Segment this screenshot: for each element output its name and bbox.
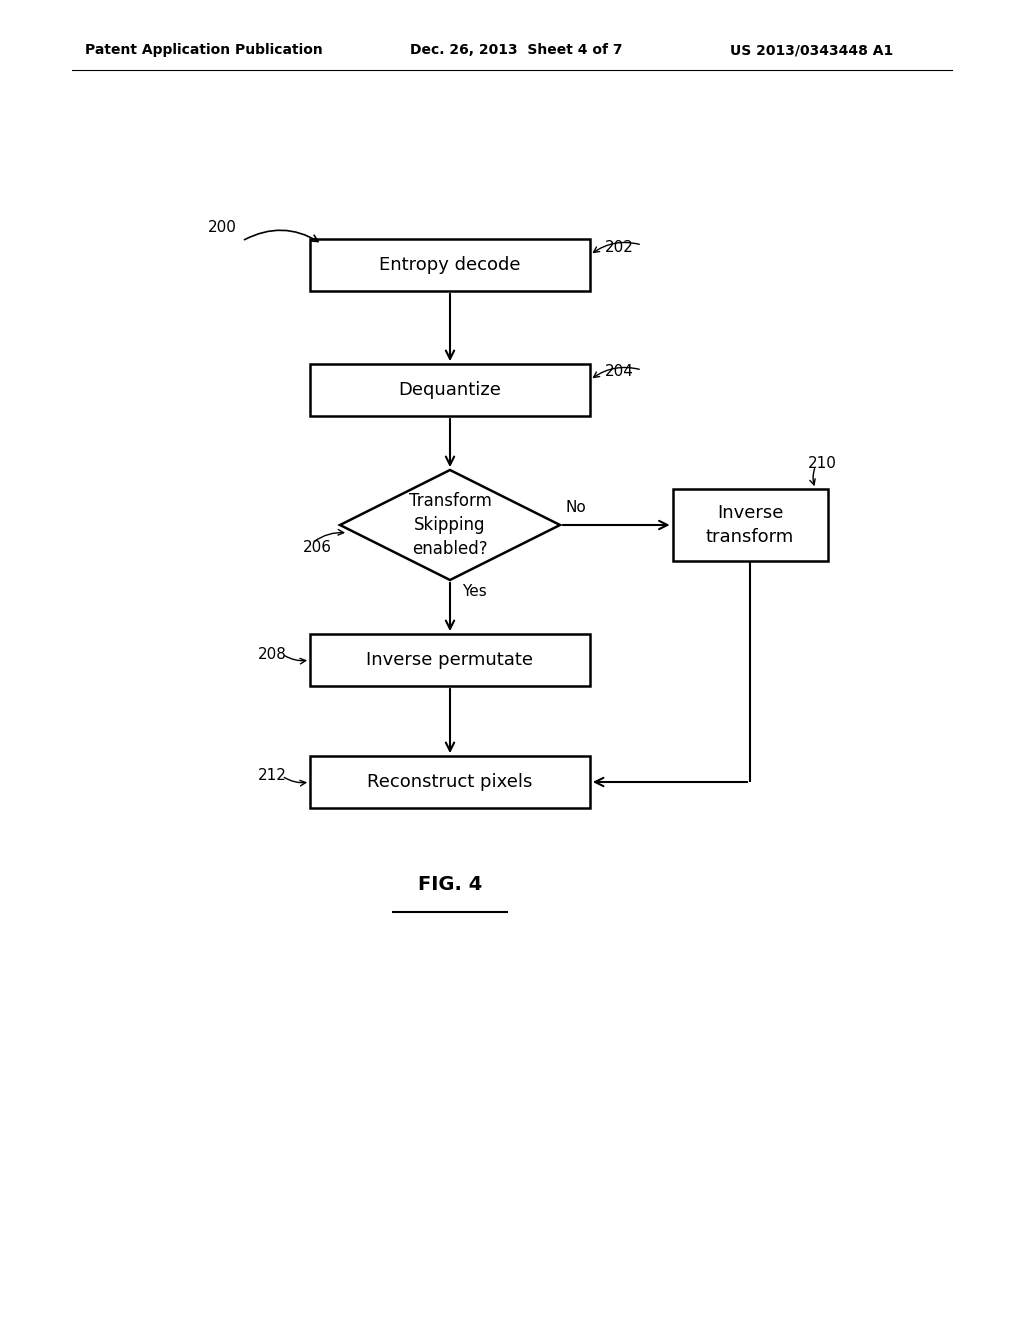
Text: Entropy decode: Entropy decode [379,256,521,275]
Text: No: No [566,500,587,515]
Text: Dequantize: Dequantize [398,381,502,399]
Text: Reconstruct pixels: Reconstruct pixels [368,774,532,791]
Text: 208: 208 [258,647,287,661]
Text: US 2013/0343448 A1: US 2013/0343448 A1 [730,44,893,57]
Text: Patent Application Publication: Patent Application Publication [85,44,323,57]
Text: 202: 202 [605,239,634,255]
Text: Transform
Skipping
enabled?: Transform Skipping enabled? [409,492,492,557]
FancyBboxPatch shape [310,239,590,290]
FancyBboxPatch shape [310,756,590,808]
Text: 212: 212 [258,768,287,784]
Text: 206: 206 [303,540,332,554]
Text: Inverse
transform: Inverse transform [706,504,795,545]
Text: 200: 200 [208,220,237,235]
Text: Yes: Yes [462,583,486,599]
Text: 204: 204 [605,364,634,380]
Text: 210: 210 [808,455,837,470]
Text: Dec. 26, 2013  Sheet 4 of 7: Dec. 26, 2013 Sheet 4 of 7 [410,44,623,57]
FancyBboxPatch shape [673,488,827,561]
Polygon shape [340,470,560,579]
FancyBboxPatch shape [310,364,590,416]
Text: Inverse permutate: Inverse permutate [367,651,534,669]
Text: FIG. 4: FIG. 4 [418,875,482,895]
FancyBboxPatch shape [310,634,590,686]
